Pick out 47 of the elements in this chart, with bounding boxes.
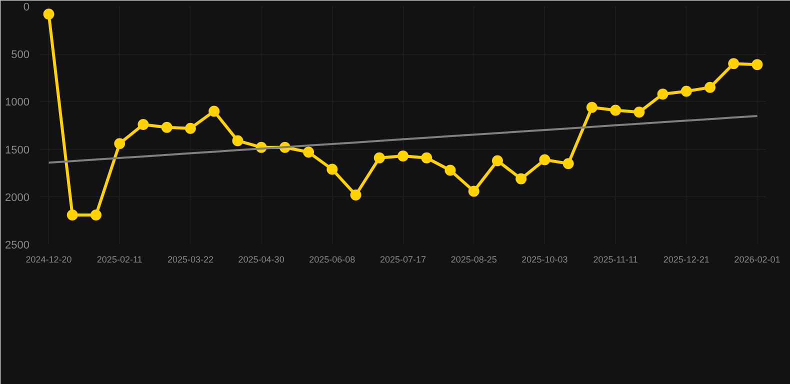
point	[303, 146, 314, 158]
point	[90, 210, 102, 220]
y-tick-label: 2500	[5, 240, 30, 252]
x-tick-label: 2025-08-25	[450, 254, 497, 264]
x-tick-label: 2026-02-01	[734, 254, 780, 264]
point	[444, 164, 456, 176]
point	[634, 106, 645, 118]
point	[752, 59, 763, 70]
point	[562, 158, 574, 170]
x-tick-label: 2025-07-17	[380, 254, 426, 264]
point	[586, 102, 598, 113]
x-tick-label: 2024-12-20	[26, 254, 72, 264]
point	[43, 8, 54, 20]
point	[421, 152, 432, 164]
point	[610, 104, 622, 116]
point	[161, 122, 172, 133]
point	[232, 135, 244, 146]
point	[680, 86, 692, 97]
x-tick-label: 2025-11-11	[593, 254, 638, 264]
point	[728, 58, 740, 70]
x-tick-label: 2025-06-08	[309, 254, 356, 264]
y-tick-label: 1500	[5, 144, 30, 156]
point	[492, 155, 503, 166]
point	[208, 106, 220, 117]
y-tick-label: 500	[11, 49, 30, 62]
x-tick-label: 2025-12-21	[663, 254, 710, 264]
x-tick-label: 2025-02-11	[96, 254, 142, 264]
point	[138, 119, 149, 130]
point	[704, 82, 716, 93]
y-tick-label: 0	[23, 2, 30, 14]
x-tick-label: 2025-03-22	[167, 254, 214, 264]
point	[114, 138, 126, 150]
point	[468, 186, 480, 197]
x-tick-label: 2025-04-30	[238, 254, 284, 264]
point	[539, 154, 550, 166]
point	[66, 210, 78, 220]
point	[657, 88, 668, 100]
point	[326, 164, 338, 175]
line-series	[48, 114, 758, 164]
y-tick-label: 1000	[5, 96, 30, 109]
point	[184, 122, 196, 134]
y-tick-label: 2000	[5, 192, 30, 204]
point	[374, 152, 385, 164]
x-tick-label: 2025-10-03	[522, 254, 568, 264]
point	[398, 150, 408, 162]
point	[350, 190, 362, 200]
point	[516, 173, 527, 184]
